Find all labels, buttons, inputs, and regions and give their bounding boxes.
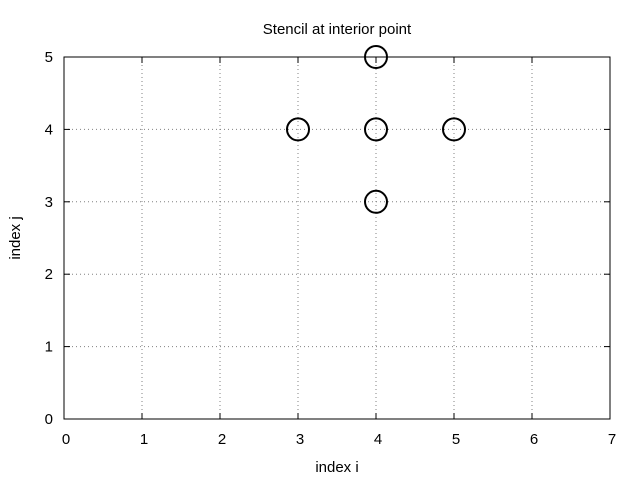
y-tick-label: 3 [45,194,53,211]
data-point [286,117,310,142]
data-point [364,45,388,69]
x-tick-label: 6 [530,431,538,448]
y-tick-label: 1 [45,339,53,356]
x-tick-label: 4 [374,431,382,448]
x-axis-label: index i [315,459,358,476]
data-point [442,117,466,142]
data-point [364,189,388,214]
x-tick-label: 3 [296,431,304,448]
x-tick-label: 7 [608,431,616,448]
data-point [364,117,388,142]
x-tick-label: 0 [62,431,70,448]
y-tick-label: 0 [45,411,53,428]
y-tick-label: 4 [45,121,53,138]
y-axis-label: index j [7,216,24,259]
x-tick-label: 2 [218,431,226,448]
y-axis: 0 1 2 3 4 5 [45,49,610,428]
x-axis: 0 1 2 3 4 5 6 7 [62,57,616,448]
grid [64,57,610,419]
x-tick-label: 5 [452,431,460,448]
y-tick-label: 5 [45,49,53,66]
data-points [286,45,466,214]
chart-title: Stencil at interior point [263,21,412,38]
plot-frame [63,56,611,420]
y-tick-label: 2 [45,266,53,283]
x-tick-label: 1 [140,431,148,448]
